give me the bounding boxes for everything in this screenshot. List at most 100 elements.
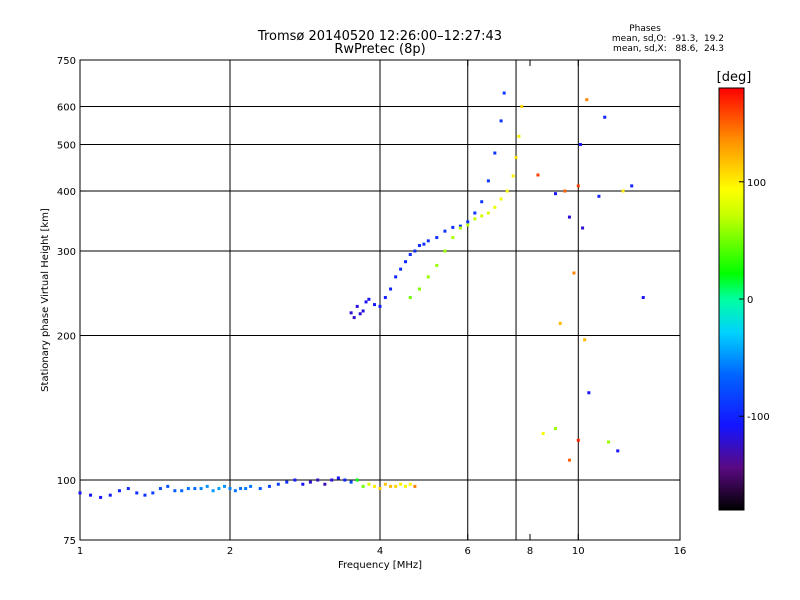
x-tick-label: 1 — [77, 546, 83, 557]
data-point — [367, 482, 371, 486]
y-axis-ticks: 75 100 200 300 400 500 600 750 — [57, 56, 680, 547]
data-point — [343, 478, 347, 482]
data-point — [364, 300, 368, 304]
colorbar-tick-label: -100 — [747, 412, 770, 423]
data-point — [373, 484, 377, 488]
x-tick-label: 10 — [572, 546, 585, 557]
data-point — [349, 311, 353, 315]
x-tick-label: 4 — [377, 546, 383, 557]
data-point — [223, 484, 227, 488]
x-tick-label: 2 — [227, 546, 233, 557]
x-axis-label: Frequency [MHz] — [338, 560, 422, 571]
data-point — [244, 487, 248, 491]
data-point — [505, 189, 509, 193]
data-point — [117, 489, 121, 493]
series-f-layer-x-mode-trace — [408, 105, 524, 300]
grid-lines — [80, 60, 680, 540]
data-point — [316, 478, 320, 482]
data-point — [399, 482, 403, 486]
data-point — [578, 143, 582, 147]
data-point — [173, 489, 177, 493]
series-f-layer-o-mode-trace — [349, 91, 506, 320]
data-point — [217, 487, 221, 491]
phases-line-x: mean, sd,X: 88.6, 24.3 — [613, 44, 724, 54]
data-point — [473, 211, 477, 215]
data-point — [408, 296, 412, 300]
data-point — [267, 484, 271, 488]
data-point — [258, 487, 262, 491]
data-point — [383, 296, 387, 300]
data-point — [486, 211, 490, 215]
data-point — [558, 321, 562, 325]
data-point — [399, 267, 403, 271]
data-point — [567, 458, 571, 462]
data-point — [373, 303, 377, 307]
data-point — [553, 192, 557, 196]
data-point — [616, 449, 620, 453]
data-point — [383, 482, 387, 486]
x-tick-label: 16 — [674, 546, 687, 557]
data-point — [323, 482, 327, 486]
x-axis-ticks: 1 2 4 6 8 10 16 — [77, 60, 687, 557]
data-point — [435, 263, 439, 267]
data-point — [249, 484, 253, 488]
colorbar-tick-label: 100 — [747, 178, 766, 189]
y-tick-label: 200 — [57, 332, 76, 343]
data-point — [413, 249, 417, 253]
data-point — [541, 432, 545, 436]
x-tick-label: 6 — [465, 546, 471, 557]
data-point — [585, 98, 589, 102]
data-point — [451, 236, 455, 240]
data-point — [408, 482, 412, 486]
data-point — [336, 476, 340, 480]
data-point — [143, 493, 147, 497]
data-point — [355, 478, 359, 482]
data-point — [517, 134, 521, 138]
data-point — [211, 489, 215, 493]
series-scattered-echoes — [536, 98, 645, 462]
data-point — [361, 309, 365, 313]
data-point — [499, 119, 503, 123]
data-point — [511, 174, 515, 178]
data-point — [473, 217, 477, 221]
data-point — [301, 482, 305, 486]
data-point — [536, 173, 540, 177]
y-axis-label: Stationary phase Virtual Height [km] — [40, 208, 51, 392]
data-point — [553, 427, 557, 431]
data-point — [621, 189, 625, 193]
colorbar-ticks: 100 0 -100 — [739, 178, 770, 423]
data-point — [186, 487, 190, 491]
data-point — [520, 105, 524, 109]
data-point — [422, 242, 426, 246]
y-tick-label: 400 — [57, 187, 76, 198]
data-point — [597, 194, 601, 198]
data-point — [308, 480, 312, 484]
data-point — [378, 487, 382, 491]
data-point — [413, 484, 417, 488]
chart-subtitle: RwPretec (8p) — [334, 42, 425, 57]
data-point — [394, 484, 398, 488]
colorbar-label: [deg] — [717, 70, 752, 85]
data-point — [603, 115, 607, 119]
data-point — [352, 316, 356, 320]
data-point — [493, 205, 497, 209]
data-point — [435, 236, 439, 240]
data-point — [486, 179, 490, 183]
data-point — [563, 189, 567, 193]
data-point — [358, 312, 362, 316]
data-point — [443, 249, 447, 253]
data-point — [572, 271, 576, 275]
x-tick-label: 8 — [527, 546, 533, 557]
y-tick-label: 750 — [57, 56, 76, 67]
phases-title: Phases — [629, 24, 661, 34]
data-point — [403, 484, 407, 488]
data-point — [205, 484, 209, 488]
data-point — [607, 440, 611, 444]
data-point — [576, 438, 580, 442]
data-point — [389, 287, 393, 291]
data-point — [583, 338, 587, 342]
data-point — [443, 229, 447, 233]
data-point — [158, 487, 162, 491]
data-point — [493, 151, 497, 155]
